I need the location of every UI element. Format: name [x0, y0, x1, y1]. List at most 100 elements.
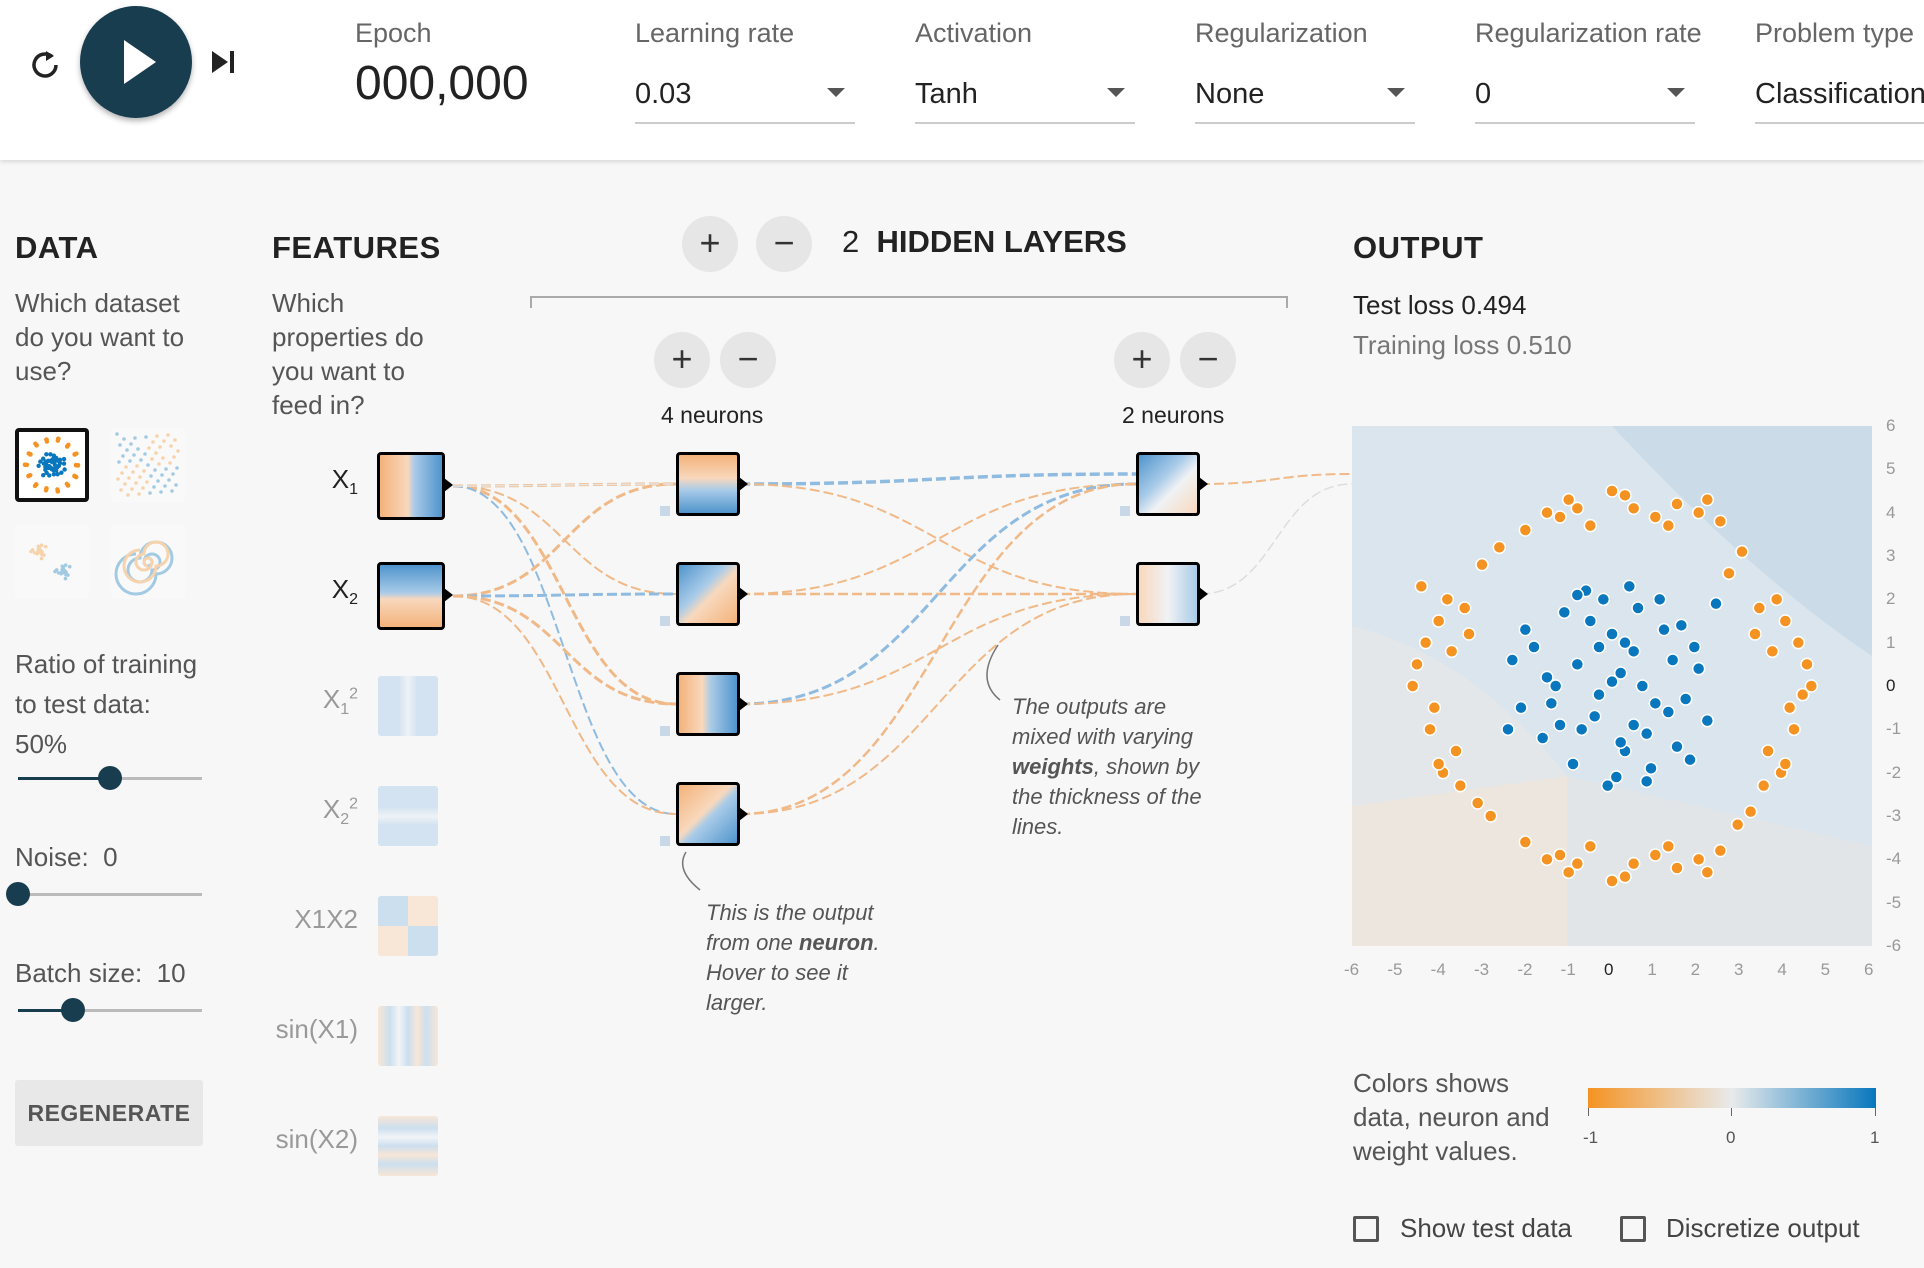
show-test-data-label[interactable]: Show test data — [1400, 1213, 1572, 1243]
features-question: Which properties do you want to feed in? — [272, 288, 424, 420]
step-button[interactable] — [206, 44, 242, 80]
neuron-node[interactable] — [676, 452, 740, 516]
thumb-point — [66, 573, 70, 577]
feature-node[interactable] — [378, 786, 438, 846]
weight-link[interactable] — [452, 595, 677, 815]
ratio-value: 50% — [15, 729, 68, 759]
x-tick-label: 6 — [1864, 960, 1874, 979]
weight-link[interactable] — [1199, 483, 1353, 595]
dataset-circle[interactable] — [15, 428, 89, 502]
feature-node[interactable] — [378, 676, 438, 736]
thumb-point — [38, 459, 43, 464]
data-point — [1648, 696, 1663, 711]
feature-name: X — [322, 684, 341, 714]
data-point — [1566, 757, 1580, 771]
weight-link[interactable] — [739, 472, 1137, 486]
weight-link[interactable] — [739, 483, 1137, 595]
show-test-data-checkbox[interactable] — [1353, 1216, 1379, 1242]
thumb-point — [48, 452, 53, 457]
thumb-point — [62, 467, 67, 472]
feature-node[interactable] — [378, 1116, 438, 1176]
x-tick-label: -3 — [1474, 960, 1490, 979]
feature-node[interactable] — [378, 1006, 438, 1066]
dataset-xor[interactable] — [111, 428, 185, 502]
step-icon — [212, 51, 234, 73]
regularization-rate-select[interactable]: 0 — [1475, 72, 1695, 124]
feature-superscript: 2 — [349, 795, 358, 813]
ratio-slider-handle[interactable] — [98, 766, 122, 790]
problem-type-select[interactable]: Classification — [1755, 72, 1924, 124]
data-point — [1722, 566, 1736, 581]
annotation-weights-text-1: The outputs are mixed with varying — [1012, 694, 1193, 749]
remove-layer-button[interactable]: − — [756, 216, 812, 272]
weight-link[interactable] — [452, 592, 677, 598]
thumb-point — [149, 474, 153, 478]
play-button[interactable] — [80, 6, 192, 118]
ratio-slider[interactable] — [18, 766, 202, 790]
weight-link[interactable] — [452, 482, 677, 598]
weight-link[interactable] — [739, 483, 1137, 595]
thumb-point — [125, 448, 129, 452]
neuron-node[interactable] — [676, 782, 740, 846]
data-point — [1678, 692, 1693, 706]
weight-link[interactable] — [1199, 473, 1353, 485]
discretize-output-checkbox[interactable] — [1620, 1216, 1646, 1242]
annotation-arrow — [986, 644, 1001, 701]
data-point — [1613, 735, 1628, 750]
data-point — [1700, 713, 1715, 728]
add-neuron-layer2-button[interactable]: + — [1114, 332, 1170, 388]
regenerate-button[interactable]: REGENERATE — [15, 1080, 203, 1146]
layers-label: HIDDEN LAYERS — [876, 224, 1127, 259]
data-point — [1605, 674, 1619, 689]
weight-link[interactable] — [739, 593, 1137, 705]
noise-label: Noise: 0 — [15, 840, 118, 874]
reset-button[interactable] — [22, 40, 72, 90]
batch-slider-handle[interactable] — [61, 998, 86, 1022]
add-layer-button[interactable]: + — [682, 216, 738, 272]
activation-select[interactable]: Tanh — [915, 72, 1135, 124]
thumb-point — [133, 436, 137, 440]
neuron-node[interactable] — [1136, 562, 1200, 626]
annotation-weights-text-2: , shown by the thickness of the lines. — [1012, 754, 1202, 839]
neuron-node[interactable] — [676, 562, 740, 626]
weight-link[interactable] — [452, 483, 677, 487]
neuron-node[interactable] — [676, 672, 740, 736]
weight-link[interactable] — [452, 482, 677, 488]
weight-link[interactable] — [452, 484, 677, 706]
data-point — [1778, 614, 1793, 628]
thumb-point — [56, 436, 61, 441]
regularization-select[interactable]: None — [1195, 72, 1415, 124]
colors-note: Colors shows data, neuron and weight val… — [1353, 1068, 1550, 1166]
noise-slider-handle[interactable] — [6, 882, 30, 906]
data-point — [1709, 596, 1723, 611]
feature-name: sin(X2) — [275, 1124, 358, 1154]
feature-node-active[interactable] — [377, 452, 445, 520]
data-point — [1665, 653, 1680, 667]
weight-link[interactable] — [452, 594, 677, 706]
weight-link[interactable] — [452, 485, 677, 815]
bias-marker — [660, 836, 670, 846]
neuron-node[interactable] — [1136, 452, 1200, 516]
feature-node[interactable] — [378, 896, 438, 956]
learning-rate-select[interactable]: 0.03 — [635, 72, 855, 124]
discretize-output-label[interactable]: Discretize output — [1666, 1213, 1860, 1243]
feature-node-active[interactable] — [377, 562, 445, 630]
remove-neuron-layer1-button[interactable]: − — [720, 332, 776, 388]
bias-marker — [660, 506, 670, 516]
noise-slider[interactable] — [6, 882, 202, 906]
weight-link[interactable] — [452, 485, 677, 595]
y-tick-label: -1 — [1886, 719, 1902, 739]
add-neuron-layer1-button[interactable]: + — [654, 332, 710, 388]
colorbar-tick-max: 1 — [1870, 1128, 1880, 1147]
thumb-point — [65, 483, 71, 488]
dataset-gaussian[interactable] — [15, 525, 89, 599]
feature-label: X12 — [268, 684, 358, 719]
annotation-weights: The outputs are mixed with varying weigh… — [1012, 692, 1212, 842]
y-tick-label: -3 — [1886, 806, 1902, 825]
remove-neuron-layer2-button[interactable]: − — [1180, 332, 1236, 388]
dataset-spiral[interactable] — [111, 525, 185, 599]
batch-slider[interactable] — [18, 998, 202, 1022]
weight-link[interactable] — [739, 482, 1137, 706]
data-point — [1605, 874, 1619, 888]
data-point — [1505, 653, 1520, 667]
